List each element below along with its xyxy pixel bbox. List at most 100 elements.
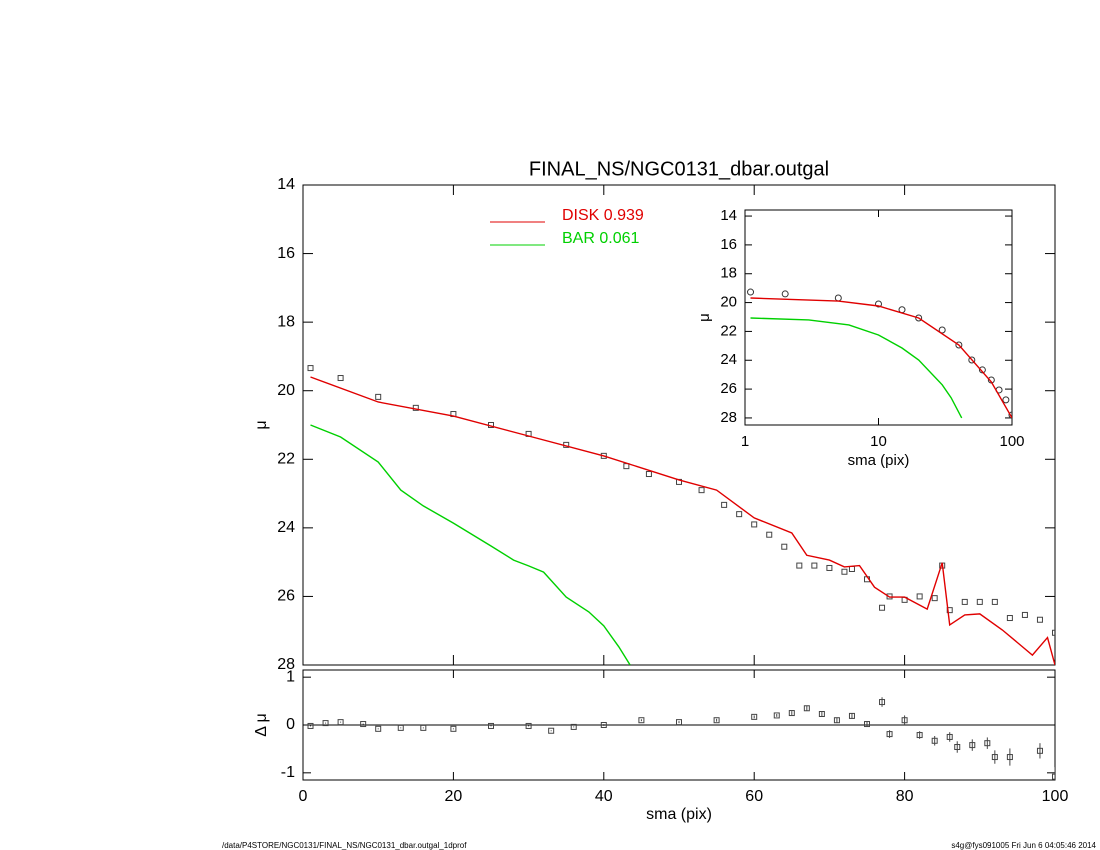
data-point [796, 562, 803, 569]
data-point [360, 721, 367, 728]
data-point [698, 487, 705, 494]
data-point [916, 593, 923, 600]
data-point [879, 699, 886, 706]
x-tick-label: 80 [896, 788, 914, 805]
plot-area [307, 365, 1055, 665]
line-series [750, 317, 963, 419]
plot-area [747, 288, 1012, 419]
data-point [803, 705, 810, 712]
data-point [781, 290, 789, 298]
data-point [968, 356, 976, 364]
data-point [901, 717, 908, 724]
data-point [1002, 396, 1010, 404]
data-point [337, 719, 344, 726]
x-axis-label: sma (pix) [848, 452, 910, 469]
y-axis-label: μ [696, 313, 713, 322]
data-point [751, 521, 758, 528]
data-point [1052, 773, 1055, 780]
y-tick-label: 0 [286, 716, 295, 733]
data-point [1052, 629, 1055, 636]
data-point [916, 732, 923, 739]
x-axis-label: sma (pix) [646, 806, 712, 823]
data-point [773, 712, 780, 719]
data-point [864, 721, 870, 728]
y-tick-label: -1 [281, 764, 295, 781]
data-point [1021, 611, 1028, 618]
x-tick-label: 40 [595, 788, 613, 805]
y-tick-label: 22 [277, 451, 295, 468]
data-point [397, 724, 404, 731]
x-tick-label: 1 [741, 433, 749, 450]
data-point [488, 722, 494, 729]
y-tick-label: 20 [277, 382, 295, 399]
data-point [600, 722, 607, 728]
y-tick-label: 20 [720, 294, 737, 311]
data-point [420, 724, 427, 731]
y-tick-label: 28 [277, 656, 295, 673]
data-point [833, 717, 840, 724]
data-point [879, 604, 886, 611]
y-axis-label: μ [253, 420, 270, 429]
panel: 14 16 18 20 22 24 26 28 μ DISK 0.939 BAR 0.061 [253, 176, 1056, 673]
data-point [307, 722, 314, 729]
y-tick-label: 22 [720, 322, 737, 339]
data-point [969, 742, 976, 749]
y-tick-label: 18 [277, 313, 295, 330]
data-point [548, 727, 555, 734]
x-tick-label: 100 [1042, 788, 1069, 805]
x-tick-label: 20 [445, 788, 463, 805]
data-point [766, 531, 773, 538]
y-tick-label: 14 [277, 176, 295, 193]
data-point [931, 737, 938, 744]
data-point [525, 722, 532, 729]
y-tick-label: 16 [720, 236, 737, 253]
y-tick-label: 24 [720, 351, 737, 368]
data-point [736, 511, 743, 518]
data-point [1036, 616, 1043, 623]
x-tick-label: 60 [745, 788, 763, 805]
data-point [961, 598, 968, 605]
y-tick-label: 26 [720, 380, 737, 397]
data-point [976, 598, 983, 605]
y-tick-label: 1 [286, 668, 295, 685]
data-point [984, 740, 991, 747]
y-tick-label: 24 [277, 519, 295, 536]
data-point [721, 501, 728, 508]
data-point [788, 710, 795, 717]
x-tick-label: 0 [299, 788, 308, 805]
data-point [570, 723, 577, 730]
data-point [747, 288, 755, 296]
legend-label: DISK 0.939 [562, 207, 644, 224]
data-point [818, 711, 825, 717]
data-point [1006, 754, 1013, 761]
data-point [307, 365, 314, 372]
data-point [676, 719, 682, 726]
data-point [1036, 747, 1043, 754]
data-point [875, 300, 882, 308]
data-point [645, 471, 652, 478]
y-tick-label: 16 [277, 245, 295, 262]
data-point [1006, 615, 1013, 622]
line-series [750, 297, 1012, 419]
footer-right: s4g@fys091005 Fri Jun 6 04:05:46 2014 [951, 841, 1096, 850]
data-point [848, 712, 855, 719]
panel: 14 16 18 20 22 24 26 281 10 100 sma (pix) μ [696, 207, 1025, 469]
data-point [375, 725, 382, 732]
data-point [412, 404, 419, 411]
footer-left: /data/P4STORE/NGC0131/FINAL_NS/NGC0131_d… [222, 841, 467, 850]
data-point [450, 725, 457, 732]
y-tick-label: 18 [720, 265, 737, 282]
data-point [915, 314, 923, 322]
data-point [826, 564, 833, 571]
data-point [931, 595, 938, 602]
data-point [946, 733, 953, 740]
data-point [638, 717, 645, 724]
legend-label: BAR 0.061 [562, 230, 639, 247]
data-point [954, 744, 961, 750]
y-tick-label: 28 [720, 409, 737, 426]
line-series [310, 424, 631, 665]
data-point [751, 713, 758, 720]
line-series [310, 376, 1055, 665]
data-point [841, 568, 848, 575]
